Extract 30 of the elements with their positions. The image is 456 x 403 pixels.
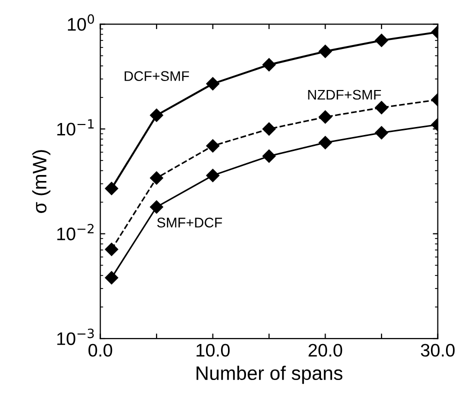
point: [318, 110, 332, 124]
x-axis-title: Number of spans: [196, 366, 342, 384]
point: [150, 108, 164, 122]
point: [374, 34, 388, 47]
y-axis-title: σ (mW): [32, 150, 50, 213]
point: [206, 77, 220, 90]
point: [104, 182, 118, 196]
y-tick-label: 10$^{−2}$: [57, 224, 94, 240]
x-tick-label: 30.0: [420, 344, 455, 357]
series-label: NZDF+SMF: [308, 90, 381, 100]
series-label: SMF+DCF: [157, 218, 222, 228]
point: [104, 271, 118, 284]
point: [262, 58, 276, 72]
point: [150, 200, 164, 214]
series-label: DCF+SMF: [124, 71, 189, 82]
point: [150, 171, 164, 185]
point: [262, 150, 276, 163]
x-tick-label: 20.0: [308, 344, 342, 357]
point: [374, 100, 388, 114]
point: [206, 168, 220, 182]
y-tick-label: 10$^{0}$: [68, 14, 94, 31]
point: [318, 44, 332, 58]
point: [206, 139, 220, 152]
point: [318, 136, 332, 150]
x-tick-label: 10.0: [196, 344, 230, 357]
x-tick-label: 0.0: [88, 344, 112, 357]
point: [262, 122, 276, 136]
point: [104, 242, 118, 256]
y-tick-label: 10$^{−1}$: [57, 119, 94, 136]
point: [374, 126, 388, 140]
